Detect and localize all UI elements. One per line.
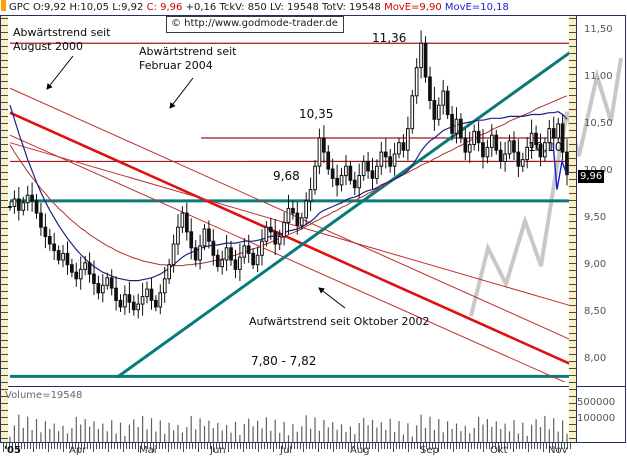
annotation-uptrend-oct-2002: Aufwärtstrend seit Oktober 2002 [249,315,430,328]
price-axis-tick: 11,50 [584,24,613,36]
date-axis-month: Apr [69,445,87,456]
price-axis-divider [576,16,577,442]
label-level-7-80-7-82: 7,80 - 7,82 [251,354,317,368]
volume-plot [9,414,568,442]
date-axis-month: Jun [210,445,226,456]
total-volume-value: TotV: 19548 [322,2,381,13]
date-axis-month: '05 [4,445,21,456]
quote-header-bar: GPC O:9,92 H:10,05 L:9,92 C: 9,96 +0,16 … [0,0,627,14]
price-axis-tick: 8,50 [584,305,607,317]
volume-axis-tick: 500000 [577,397,616,408]
date-axis-month: Jul [280,445,293,456]
low-value: L:9,92 [112,2,144,13]
date-axis-month: Sep [420,445,439,456]
price-axis-tick: 10,50 [584,117,613,129]
change-value: +0,16 [185,2,217,13]
price-pane[interactable] [1,16,625,382]
price-axis-tick: 9,00 [584,258,607,270]
date-axis-month: Okt [490,445,508,456]
watermark-url-box: © http://www.godmode-trader.de [166,16,344,33]
open-value: O:9,92 [32,2,67,13]
annotation-downtrend-feb-2004-line2: Februar 2004 [139,59,213,72]
last-price-badge: 9,96 [578,169,605,183]
date-axis-month: Mai [139,445,157,456]
symbol-label: GPC [9,2,30,13]
volume-axis-tick: 100000 [577,413,616,424]
price-axis-tick: 9,50 [584,211,607,223]
price-axis-tick: 8,00 [584,352,607,364]
date-axis: '05 Apr Mai Jun Jul Aug Sep Okt Nov [0,443,627,459]
date-axis-month: Aug [350,445,370,456]
annotation-downtrend-feb-2004-line1: Abwärtstrend seit [139,45,237,58]
annotation-downtrend-aug-2000-line1: Abwärtstrend seit [13,26,111,39]
left-tick-rail [1,16,8,442]
symbol-marker-icon [1,0,6,11]
price-axis-tick: 11,00 [584,71,613,82]
label-level-9-68: 9,68 [273,169,300,183]
price-plot [8,30,623,382]
right-tick-rail [569,16,576,442]
pane-separator [1,386,625,387]
high-value: H:10,05 [69,2,110,13]
last-volume-value: LV: 19548 [269,2,319,13]
volume-caption: Volume=19548 [5,390,83,401]
close-value: C: 9,96 [146,2,183,13]
tick-volume-value: TckV: 850 [219,2,267,13]
volume-pane[interactable] [1,388,625,442]
moving-average-blue-value: MovE=10,18 [444,2,509,13]
date-axis-month: Nov [548,445,568,456]
label-level-11-36: 11,36 [372,31,407,45]
label-level-10-10: 10,10 [528,140,563,154]
moving-average-red-value: MovE=9,90 [384,2,442,13]
date-tick-strip [1,443,571,452]
annotation-downtrend-aug-2000: Abwärtstrend seit August 2000 [13,26,111,54]
label-level-10-35: 10,35 [299,107,334,121]
annotation-downtrend-feb-2004: Abwärtstrend seit Februar 2004 [139,45,237,73]
annotation-downtrend-aug-2000-line2: August 2000 [13,40,83,53]
